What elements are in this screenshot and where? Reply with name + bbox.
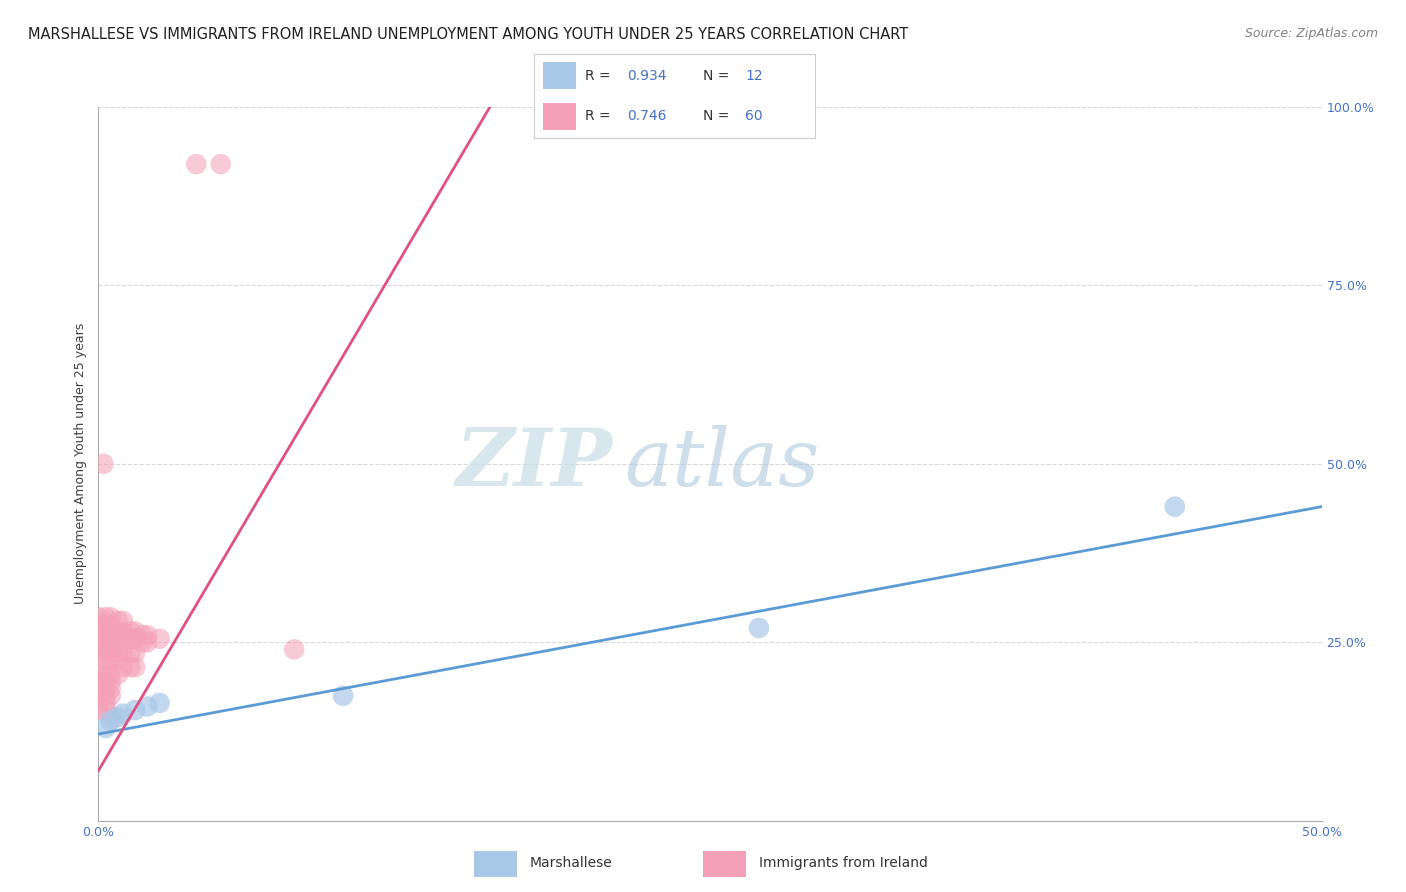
Point — [149, 632, 172, 646]
Point — [107, 710, 129, 724]
Point — [131, 635, 153, 649]
Point — [94, 721, 117, 735]
Point — [107, 667, 129, 681]
Point — [111, 614, 134, 628]
Point — [120, 646, 142, 660]
Point — [186, 157, 208, 171]
Point — [100, 653, 122, 667]
Text: ZIP: ZIP — [456, 425, 612, 502]
Point — [100, 632, 122, 646]
Point — [100, 681, 122, 696]
Point — [748, 621, 770, 635]
Point — [100, 674, 122, 689]
Text: atlas: atlas — [624, 425, 820, 502]
Point — [209, 157, 232, 171]
Point — [91, 457, 114, 471]
Point — [136, 699, 159, 714]
Point — [107, 624, 129, 639]
Point — [111, 706, 134, 721]
Text: 12: 12 — [745, 69, 763, 83]
Text: R =: R = — [585, 109, 614, 123]
Point — [111, 660, 134, 674]
Point — [87, 617, 110, 632]
Point — [87, 624, 110, 639]
Text: N =: N = — [703, 69, 734, 83]
Point — [100, 624, 122, 639]
Point — [87, 653, 110, 667]
Point — [100, 617, 122, 632]
Point — [136, 635, 159, 649]
Point — [87, 610, 110, 624]
Point — [107, 653, 129, 667]
Point — [107, 614, 129, 628]
Point — [94, 653, 117, 667]
Point — [124, 703, 146, 717]
Point — [1164, 500, 1187, 514]
Point — [100, 610, 122, 624]
Text: N =: N = — [703, 109, 734, 123]
Y-axis label: Unemployment Among Youth under 25 years: Unemployment Among Youth under 25 years — [73, 323, 87, 605]
Text: 0.746: 0.746 — [627, 109, 666, 123]
Point — [120, 624, 142, 639]
Point — [100, 667, 122, 681]
Point — [100, 689, 122, 703]
Point — [100, 639, 122, 653]
Point — [124, 660, 146, 674]
Point — [87, 632, 110, 646]
Point — [87, 703, 110, 717]
Point — [87, 681, 110, 696]
Point — [111, 632, 134, 646]
Point — [94, 639, 117, 653]
Point — [101, 710, 124, 724]
Text: Immigrants from Ireland: Immigrants from Ireland — [759, 856, 928, 870]
Point — [94, 646, 117, 660]
Text: MARSHALLESE VS IMMIGRANTS FROM IRELAND UNEMPLOYMENT AMONG YOUTH UNDER 25 YEARS C: MARSHALLESE VS IMMIGRANTS FROM IRELAND U… — [28, 27, 908, 42]
Point — [100, 646, 122, 660]
Text: Source: ZipAtlas.com: Source: ZipAtlas.com — [1244, 27, 1378, 40]
Bar — [474, 851, 517, 877]
Point — [94, 696, 117, 710]
Point — [107, 646, 129, 660]
Point — [149, 696, 172, 710]
Point — [94, 674, 117, 689]
Point — [87, 667, 110, 681]
Point — [94, 632, 117, 646]
Point — [131, 628, 153, 642]
Point — [136, 628, 159, 642]
Point — [124, 624, 146, 639]
Point — [87, 674, 110, 689]
Point — [87, 689, 110, 703]
Point — [94, 667, 117, 681]
Text: 60: 60 — [745, 109, 763, 123]
Point — [94, 624, 117, 639]
Point — [94, 703, 117, 717]
Point — [120, 660, 142, 674]
Point — [124, 646, 146, 660]
Point — [94, 681, 117, 696]
Text: R =: R = — [585, 69, 614, 83]
Point — [111, 624, 134, 639]
Point — [87, 696, 110, 710]
Point — [107, 632, 129, 646]
Point — [124, 632, 146, 646]
Point — [94, 617, 117, 632]
Point — [332, 689, 354, 703]
Point — [94, 610, 117, 624]
Point — [283, 642, 305, 657]
Text: 0.934: 0.934 — [627, 69, 666, 83]
Bar — [703, 851, 747, 877]
Bar — [543, 62, 576, 89]
Point — [100, 714, 122, 728]
Point — [94, 689, 117, 703]
Bar — [543, 103, 576, 130]
Point — [87, 639, 110, 653]
Point — [120, 632, 142, 646]
Point — [111, 646, 134, 660]
Text: Marshallese: Marshallese — [530, 856, 613, 870]
